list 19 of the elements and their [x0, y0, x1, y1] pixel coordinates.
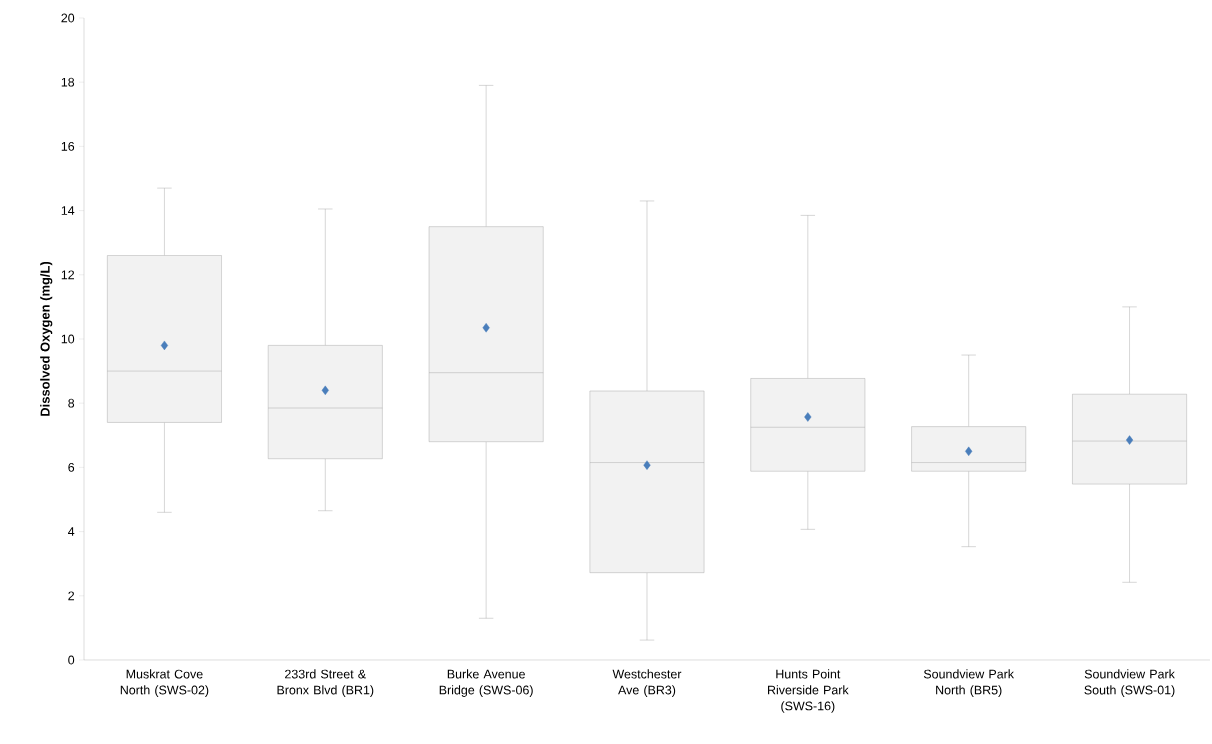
- y-tick-label: 14: [61, 206, 75, 215]
- x-tick-label: Burke Avenue Bridge (SWS-06): [439, 669, 533, 697]
- x-tick-label: Hunts Point Riverside Park (SWS-16): [768, 669, 849, 713]
- y-tick-label: 0: [68, 655, 75, 665]
- x-tick-label: Muskrat Cove North (SWS-02): [120, 669, 209, 697]
- x-tick-label: Soundview Park South (SWS-01): [1084, 669, 1175, 697]
- y-tick-label: 10: [61, 334, 75, 344]
- y-tick-label: 2: [68, 591, 75, 601]
- y-tick-label: 8: [68, 398, 75, 408]
- x-tick-label: 233rd Street & Bronx Blvd (BR1): [277, 669, 374, 697]
- y-tick-label: 16: [61, 141, 75, 151]
- y-tick-label: 6: [68, 462, 75, 472]
- y-tick-label: 18: [61, 77, 75, 87]
- y-axis-title: Dissolved Oxygen (mg/L): [40, 261, 53, 416]
- x-tick-label: Westchester Ave (BR3): [612, 669, 682, 697]
- y-tick-label: 12: [61, 270, 75, 280]
- y-tick-label: 20: [61, 13, 75, 23]
- y-tick-label: 4: [68, 527, 75, 536]
- x-tick-label: Soundview Park North (BR5): [923, 669, 1015, 697]
